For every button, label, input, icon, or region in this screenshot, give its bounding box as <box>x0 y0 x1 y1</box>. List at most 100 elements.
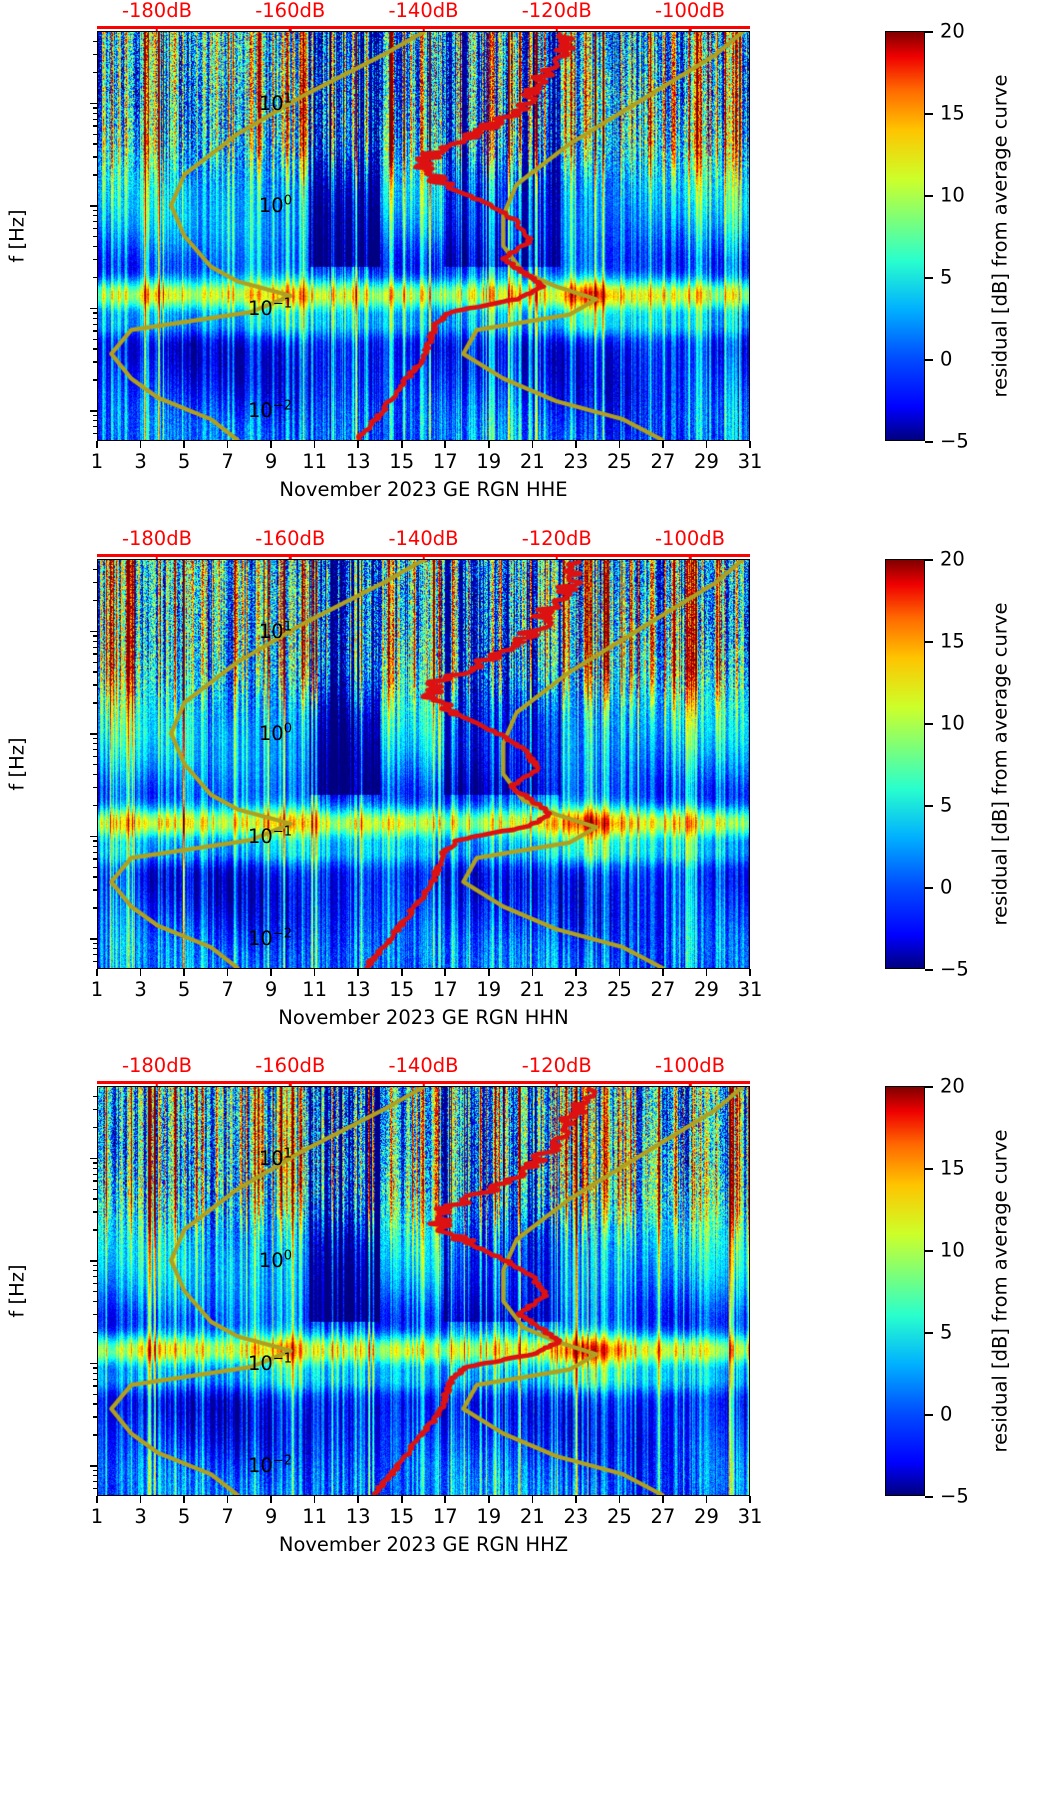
y-axis-minor-tick <box>93 112 97 114</box>
y-axis-minor-tick <box>93 221 97 223</box>
x-axis-tick-label: 27 <box>650 1505 676 1528</box>
y-axis-minor-tick <box>93 1291 97 1293</box>
db-axis-tick <box>155 26 159 35</box>
x-axis-tick-label: 7 <box>221 450 234 473</box>
x-axis-tick <box>96 969 98 976</box>
colorbar-tick <box>925 1414 933 1416</box>
x-axis-tick <box>749 969 751 976</box>
y-axis-tick <box>90 205 97 207</box>
y-axis-minor-tick <box>93 1180 97 1182</box>
y-axis-minor-tick <box>93 1475 97 1477</box>
x-axis-tick <box>531 441 534 448</box>
y-axis-minor-tick <box>93 840 97 842</box>
x-axis-tick <box>400 969 403 976</box>
db-axis-tick <box>688 1081 692 1090</box>
x-axis-tick <box>357 441 359 448</box>
y-axis-minor-tick <box>93 954 97 956</box>
y-axis-minor-tick <box>93 568 97 571</box>
colorbar-tick-label: 15 <box>940 101 965 125</box>
y-axis-minor-tick <box>93 174 97 176</box>
db-axis-tick <box>422 1081 425 1090</box>
spectrogram-image <box>97 1086 750 1496</box>
y-axis-minor-tick <box>93 755 97 758</box>
colorbar-tick-label: 5 <box>940 265 953 289</box>
colorbar-tick-label: 10 <box>940 711 965 735</box>
x-axis-tick <box>488 441 490 448</box>
y-axis-minor-tick <box>93 1313 97 1316</box>
spectrogram-canvas <box>98 1087 749 1495</box>
db-axis-tick <box>288 554 292 563</box>
x-axis-tick <box>662 969 664 976</box>
db-axis-tick <box>422 554 425 563</box>
y-axis-minor-tick <box>93 1393 97 1395</box>
y-axis-minor-tick <box>93 1434 97 1436</box>
y-axis-tick-label: 10−2 <box>248 926 292 950</box>
y-axis-minor-tick <box>93 845 97 847</box>
x-axis-tick-label: 7 <box>221 1505 234 1528</box>
y-axis-minor-tick <box>93 764 97 766</box>
db-axis-tick <box>555 26 558 35</box>
x-axis-tick-label: 31 <box>737 1505 763 1528</box>
y-axis-minor-tick <box>93 227 97 230</box>
x-axis-tick-label: 25 <box>606 450 632 473</box>
y-axis-minor-tick <box>93 858 97 860</box>
y-axis-tick-label: 10−2 <box>248 398 292 422</box>
x-axis-tick-label: 17 <box>432 450 458 473</box>
y-axis-minor-tick <box>93 1276 97 1278</box>
colorbar-tick-label: 0 <box>940 347 953 371</box>
y-axis-minor-tick <box>93 1481 97 1483</box>
colorbar-title: residual [dB] from average curve <box>985 31 1015 441</box>
y-axis-tick <box>90 1260 97 1262</box>
x-axis-tick-label: 11 <box>302 978 328 1001</box>
colorbar-tick <box>925 1168 933 1170</box>
y-axis-minor-tick <box>93 1416 97 1418</box>
x-axis-tick-label: 13 <box>345 978 371 1001</box>
x-axis-tick-label: 19 <box>476 450 502 473</box>
db-tick-label: -160dB <box>255 0 326 22</box>
x-axis-tick <box>139 1496 142 1503</box>
colorbar-tick-label: −5 <box>940 1484 969 1508</box>
y-axis-minor-tick <box>93 276 97 279</box>
x-axis-tick <box>749 1496 751 1503</box>
x-axis-title: November 2023 GE RGN HHE <box>279 478 568 501</box>
y-axis-tick-label: 10−1 <box>248 823 292 848</box>
y-axis-minor-tick <box>93 426 97 428</box>
y-axis-minor-tick <box>93 317 97 319</box>
colorbar-tick <box>925 1332 933 1334</box>
x-axis-tick-label: 9 <box>264 978 278 1001</box>
y-axis-minor-tick <box>93 1282 97 1285</box>
colorbar-tick-label: 0 <box>940 875 953 899</box>
x-axis-tick-label: 27 <box>650 978 676 1001</box>
y-axis-minor-tick <box>93 671 97 673</box>
x-axis-tick <box>183 969 185 976</box>
db-tick-label: -160dB <box>255 527 326 550</box>
y-axis-minor-tick <box>93 1367 97 1369</box>
y-axis-minor-tick <box>93 1211 97 1213</box>
y-axis-minor-tick <box>93 236 97 238</box>
colorbar-tick-label: −5 <box>940 957 969 981</box>
y-axis-minor-tick <box>93 907 97 909</box>
db-tick-label: -100dB <box>655 1054 726 1077</box>
x-axis-tick <box>531 1496 534 1503</box>
db-axis-tick <box>688 26 692 35</box>
x-axis-tick-label: 31 <box>737 450 763 473</box>
x-axis-tick-label: 23 <box>563 978 589 1001</box>
y-axis-minor-tick <box>93 948 97 950</box>
x-axis-tick <box>139 441 142 448</box>
y-axis-minor-tick <box>93 1198 97 1200</box>
x-axis-tick <box>618 441 621 448</box>
x-axis-tick <box>531 969 534 976</box>
y-axis-minor-tick <box>93 107 97 109</box>
db-tick-label: -180dB <box>121 527 192 550</box>
spectrogram-image <box>97 31 750 441</box>
x-axis-tick <box>488 969 490 976</box>
colorbar-tick-label: 0 <box>940 1402 953 1426</box>
y-axis-minor-tick <box>93 330 97 332</box>
x-axis-tick-label: 31 <box>737 978 763 1001</box>
y-axis-tick <box>90 1465 97 1467</box>
x-axis-tick <box>357 1496 359 1503</box>
colorbar-tick-label: 20 <box>940 1074 965 1098</box>
x-axis-tick <box>270 441 272 448</box>
y-axis-minor-tick <box>93 661 97 663</box>
x-axis-tick-label: 11 <box>302 1505 328 1528</box>
